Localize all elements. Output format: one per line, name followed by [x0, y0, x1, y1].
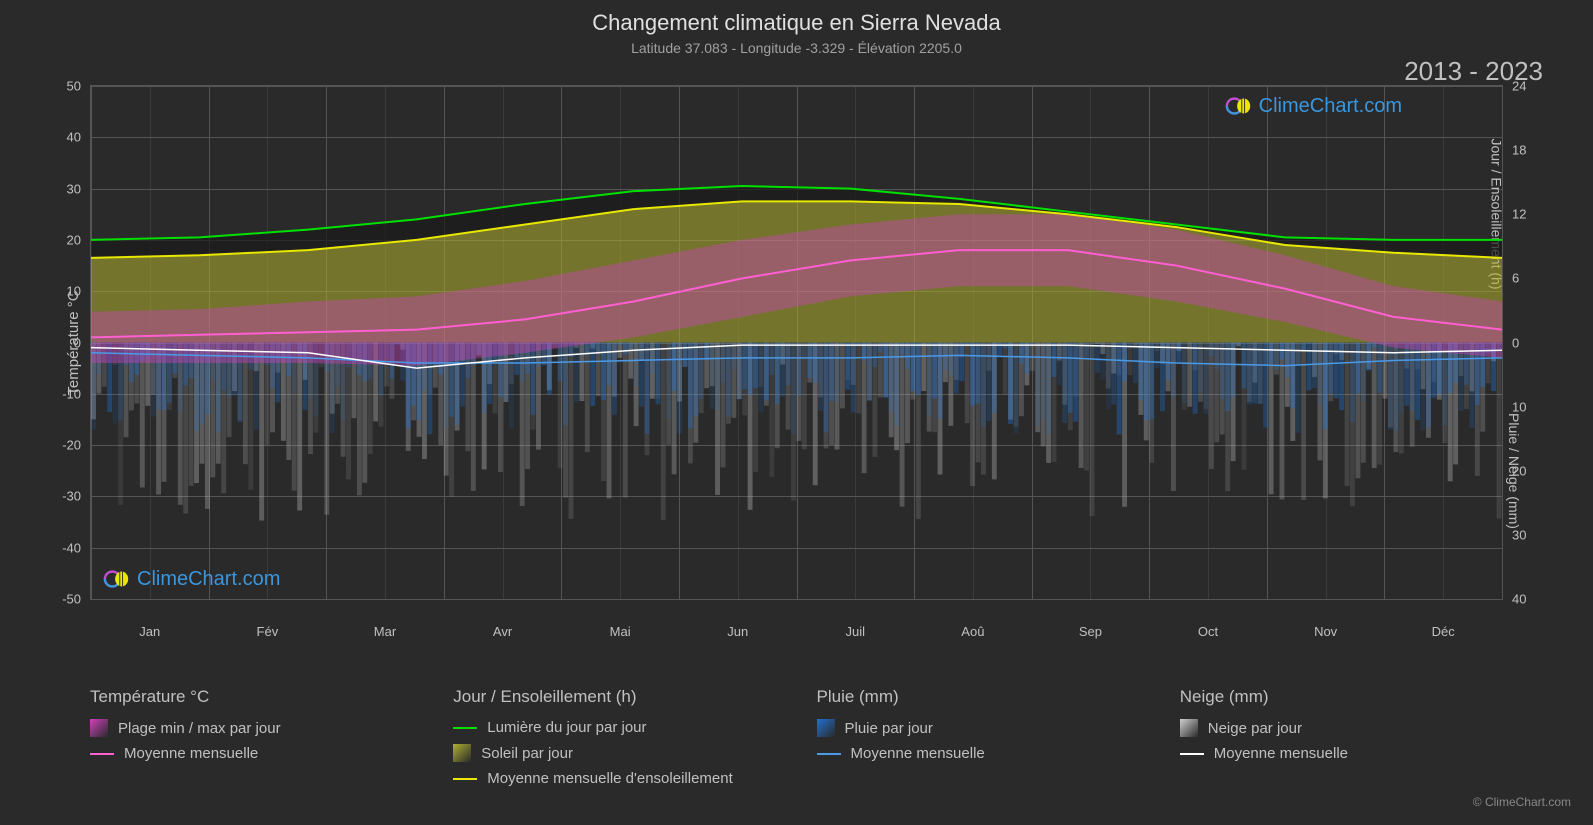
climechart-logo-icon: [1225, 92, 1253, 120]
legend-line-icon: [453, 727, 477, 729]
y-tick-right: 18: [1512, 143, 1552, 158]
chart-subtitle: Latitude 37.083 - Longitude -3.329 - Élé…: [10, 40, 1583, 56]
y-tick-right: 30: [1512, 527, 1552, 542]
legend-item: Moyenne mensuelle d'ensoleillement: [453, 770, 776, 787]
legend-item: Pluie par jour: [817, 719, 1140, 737]
y-tick-left: 10: [41, 284, 81, 299]
plot-area: Température °C Jour / Ensoleillement (h)…: [90, 85, 1503, 600]
legend-swatch-icon: [817, 719, 835, 737]
y-tick-left: 30: [41, 181, 81, 196]
legend-label: Pluie par jour: [845, 720, 933, 737]
x-tick-month: Déc: [1432, 624, 1455, 639]
legend-swatch-icon: [1180, 719, 1198, 737]
climechart-logo-icon: [103, 565, 131, 593]
x-tick-month: Fév: [257, 624, 279, 639]
legend-column: Jour / Ensoleillement (h) Lumière du jour…: [453, 687, 776, 795]
legend-line-icon: [453, 778, 477, 780]
y-tick-right: 12: [1512, 207, 1552, 222]
grid-line: [91, 599, 1502, 600]
chart-container: Changement climatique en Sierra Nevada L…: [10, 10, 1583, 815]
x-tick-month: Jan: [139, 624, 160, 639]
y-axis-left: 50403020100-10-20-30-40-50: [41, 86, 86, 599]
watermark-top: ClimeChart.com: [1225, 92, 1402, 120]
legend-header: Jour / Ensoleillement (h): [453, 687, 776, 707]
y-tick-left: 20: [41, 232, 81, 247]
y-tick-left: 50: [41, 79, 81, 94]
y-tick-left: -50: [41, 592, 81, 607]
y-tick-right: 10: [1512, 399, 1552, 414]
copyright: © ClimeChart.com: [1473, 795, 1571, 809]
y-tick-left: 40: [41, 130, 81, 145]
legend-item: Neige par jour: [1180, 719, 1503, 737]
watermark-text: ClimeChart.com: [1259, 95, 1402, 118]
y-axis-right: 2418126010203040: [1507, 86, 1552, 599]
legend-item: Moyenne mensuelle: [817, 745, 1140, 762]
y-tick-right: 6: [1512, 271, 1552, 286]
x-tick-month: Oct: [1198, 624, 1218, 639]
x-tick-month: Juil: [846, 624, 866, 639]
x-tick-month: Jun: [727, 624, 748, 639]
legend-item: Moyenne mensuelle: [90, 745, 413, 762]
y-tick-right: 0: [1512, 335, 1552, 350]
y-tick-right: 40: [1512, 592, 1552, 607]
x-tick-month: Aoû: [961, 624, 984, 639]
legend: Température °C Plage min / max par jour Mo…: [90, 687, 1503, 795]
legend-label: Moyenne mensuelle: [124, 745, 258, 762]
chart-svg: [91, 86, 1502, 599]
chart-title: Changement climatique en Sierra Nevada: [10, 10, 1583, 36]
y-tick-left: -10: [41, 386, 81, 401]
legend-label: Moyenne mensuelle: [1214, 745, 1348, 762]
legend-label: Soleil par jour: [481, 745, 573, 762]
x-tick-month: Sep: [1079, 624, 1102, 639]
legend-header: Température °C: [90, 687, 413, 707]
legend-line-icon: [90, 753, 114, 755]
y-tick-left: -20: [41, 438, 81, 453]
x-tick-month: Mai: [610, 624, 631, 639]
legend-header: Neige (mm): [1180, 687, 1503, 707]
legend-column: Pluie (mm) Pluie par jour Moyenne mensuell…: [817, 687, 1140, 795]
x-tick-month: Mar: [374, 624, 396, 639]
y-tick-left: -30: [41, 489, 81, 504]
legend-swatch-icon: [453, 744, 471, 762]
x-tick-month: Avr: [493, 624, 512, 639]
y-tick-right: 24: [1512, 79, 1552, 94]
legend-item: Plage min / max par jour: [90, 719, 413, 737]
y-tick-right: 20: [1512, 463, 1552, 478]
y-tick-left: -40: [41, 540, 81, 555]
watermark-text: ClimeChart.com: [137, 568, 280, 591]
legend-item: Soleil par jour: [453, 744, 776, 762]
legend-label: Plage min / max par jour: [118, 720, 281, 737]
legend-header: Pluie (mm): [817, 687, 1140, 707]
legend-column: Neige (mm) Neige par jour Moyenne mensuell…: [1180, 687, 1503, 795]
legend-label: Neige par jour: [1208, 720, 1302, 737]
legend-line-icon: [1180, 753, 1204, 755]
legend-label: Lumière du jour par jour: [487, 719, 646, 736]
legend-swatch-icon: [90, 719, 108, 737]
y-tick-left: 0: [41, 335, 81, 350]
legend-item: Moyenne mensuelle: [1180, 745, 1503, 762]
watermark-bottom: ClimeChart.com: [103, 565, 280, 593]
legend-label: Moyenne mensuelle d'ensoleillement: [487, 770, 733, 787]
x-tick-month: Nov: [1314, 624, 1337, 639]
legend-item: Lumière du jour par jour: [453, 719, 776, 736]
legend-column: Température °C Plage min / max par jour Mo…: [90, 687, 413, 795]
legend-label: Moyenne mensuelle: [851, 745, 985, 762]
legend-line-icon: [817, 753, 841, 755]
